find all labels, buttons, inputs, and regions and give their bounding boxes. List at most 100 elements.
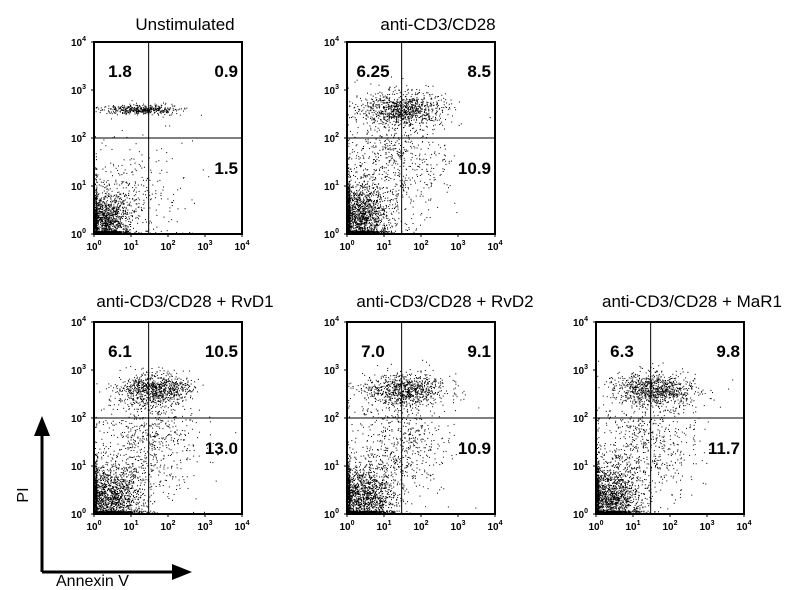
event-dot bbox=[421, 104, 423, 106]
event-dot bbox=[106, 197, 108, 199]
event-dot bbox=[354, 206, 356, 208]
event-dot bbox=[138, 111, 140, 112]
event-dot bbox=[135, 199, 137, 201]
event-dot bbox=[123, 105, 125, 107]
event-dot bbox=[441, 109, 443, 111]
event-dot bbox=[146, 221, 147, 223]
event-dot bbox=[140, 109, 142, 111]
event-dot bbox=[96, 201, 98, 203]
event-dot bbox=[132, 107, 134, 109]
event-dot bbox=[458, 124, 460, 126]
event-dot bbox=[95, 230, 97, 232]
event-dot bbox=[390, 108, 392, 110]
event-dot bbox=[361, 149, 363, 151]
event-dot bbox=[96, 203, 98, 205]
event-dot bbox=[359, 227, 361, 229]
event-dot bbox=[144, 109, 146, 111]
event-dot bbox=[154, 197, 156, 199]
event-dot bbox=[367, 217, 369, 219]
event-dot bbox=[108, 227, 110, 229]
event-dot bbox=[138, 151, 140, 153]
event-dot bbox=[105, 224, 107, 226]
event-dot bbox=[202, 169, 204, 171]
event-dot bbox=[409, 100, 411, 102]
event-dot bbox=[399, 116, 401, 117]
event-dot bbox=[111, 190, 113, 192]
event-dot bbox=[415, 114, 416, 116]
event-dot bbox=[436, 107, 438, 109]
event-dot bbox=[121, 130, 123, 131]
event-dot bbox=[115, 167, 117, 169]
event-dot bbox=[376, 211, 377, 212]
event-dot bbox=[405, 106, 407, 108]
event-dot bbox=[416, 114, 418, 116]
event-dot bbox=[167, 198, 169, 200]
event-dot bbox=[96, 181, 98, 183]
event-dot bbox=[356, 224, 358, 225]
event-dot bbox=[382, 121, 384, 123]
event-dot bbox=[372, 218, 374, 220]
event-dot bbox=[150, 171, 152, 173]
event-dot bbox=[350, 176, 352, 178]
event-dot bbox=[172, 107, 174, 109]
event-dot bbox=[351, 228, 353, 230]
event-dot bbox=[111, 209, 113, 210]
event-dot bbox=[108, 225, 110, 227]
event-dot bbox=[412, 110, 414, 112]
event-dot bbox=[386, 120, 388, 122]
event-dot bbox=[112, 229, 114, 231]
event-dot bbox=[379, 198, 381, 200]
event-dot bbox=[422, 118, 424, 120]
event-dot bbox=[114, 108, 116, 110]
event-dot bbox=[411, 88, 413, 90]
event-dot bbox=[356, 201, 358, 202]
event-dot bbox=[125, 208, 127, 210]
event-dot bbox=[98, 108, 100, 110]
event-dot bbox=[97, 220, 99, 222]
event-dot bbox=[117, 110, 119, 112]
event-dot bbox=[115, 229, 117, 231]
event-dot bbox=[359, 229, 361, 231]
event-dot bbox=[371, 106, 373, 108]
event-dot bbox=[455, 109, 457, 111]
event-dot bbox=[378, 218, 380, 220]
event-dot bbox=[408, 107, 410, 108]
event-dot bbox=[110, 206, 112, 208]
event-dot bbox=[113, 230, 115, 232]
event-dot bbox=[379, 215, 381, 216]
event-dot bbox=[153, 228, 154, 230]
event-dot bbox=[387, 227, 389, 229]
event-dot bbox=[349, 191, 351, 193]
event-dot bbox=[106, 222, 107, 224]
event-dot bbox=[175, 108, 177, 110]
event-dot bbox=[95, 189, 97, 191]
event-dot bbox=[110, 197, 112, 199]
event-dot bbox=[100, 224, 102, 225]
event-dot bbox=[362, 218, 363, 220]
event-dot bbox=[128, 106, 130, 107]
event-dot bbox=[154, 103, 156, 105]
event-dot bbox=[104, 217, 106, 219]
event-dot bbox=[368, 227, 370, 229]
event-dot bbox=[369, 209, 371, 211]
event-dot bbox=[366, 216, 368, 218]
event-dot bbox=[369, 203, 371, 205]
event-dot bbox=[405, 141, 407, 143]
event-dot bbox=[370, 116, 372, 118]
event-dot bbox=[141, 160, 143, 162]
event-dot bbox=[376, 120, 378, 122]
event-dot bbox=[355, 224, 356, 226]
event-dot bbox=[432, 129, 434, 131]
event-dot bbox=[436, 112, 437, 114]
event-dot bbox=[139, 111, 141, 113]
event-dot bbox=[372, 99, 373, 101]
event-dot bbox=[412, 107, 414, 109]
event-dot bbox=[353, 175, 354, 176]
event-dot bbox=[373, 229, 375, 231]
event-dot bbox=[140, 110, 142, 112]
event-dot bbox=[124, 232, 126, 234]
event-dot bbox=[357, 195, 359, 197]
event-dot bbox=[367, 101, 369, 103]
event-dot bbox=[105, 228, 107, 230]
event-dot bbox=[362, 210, 364, 212]
